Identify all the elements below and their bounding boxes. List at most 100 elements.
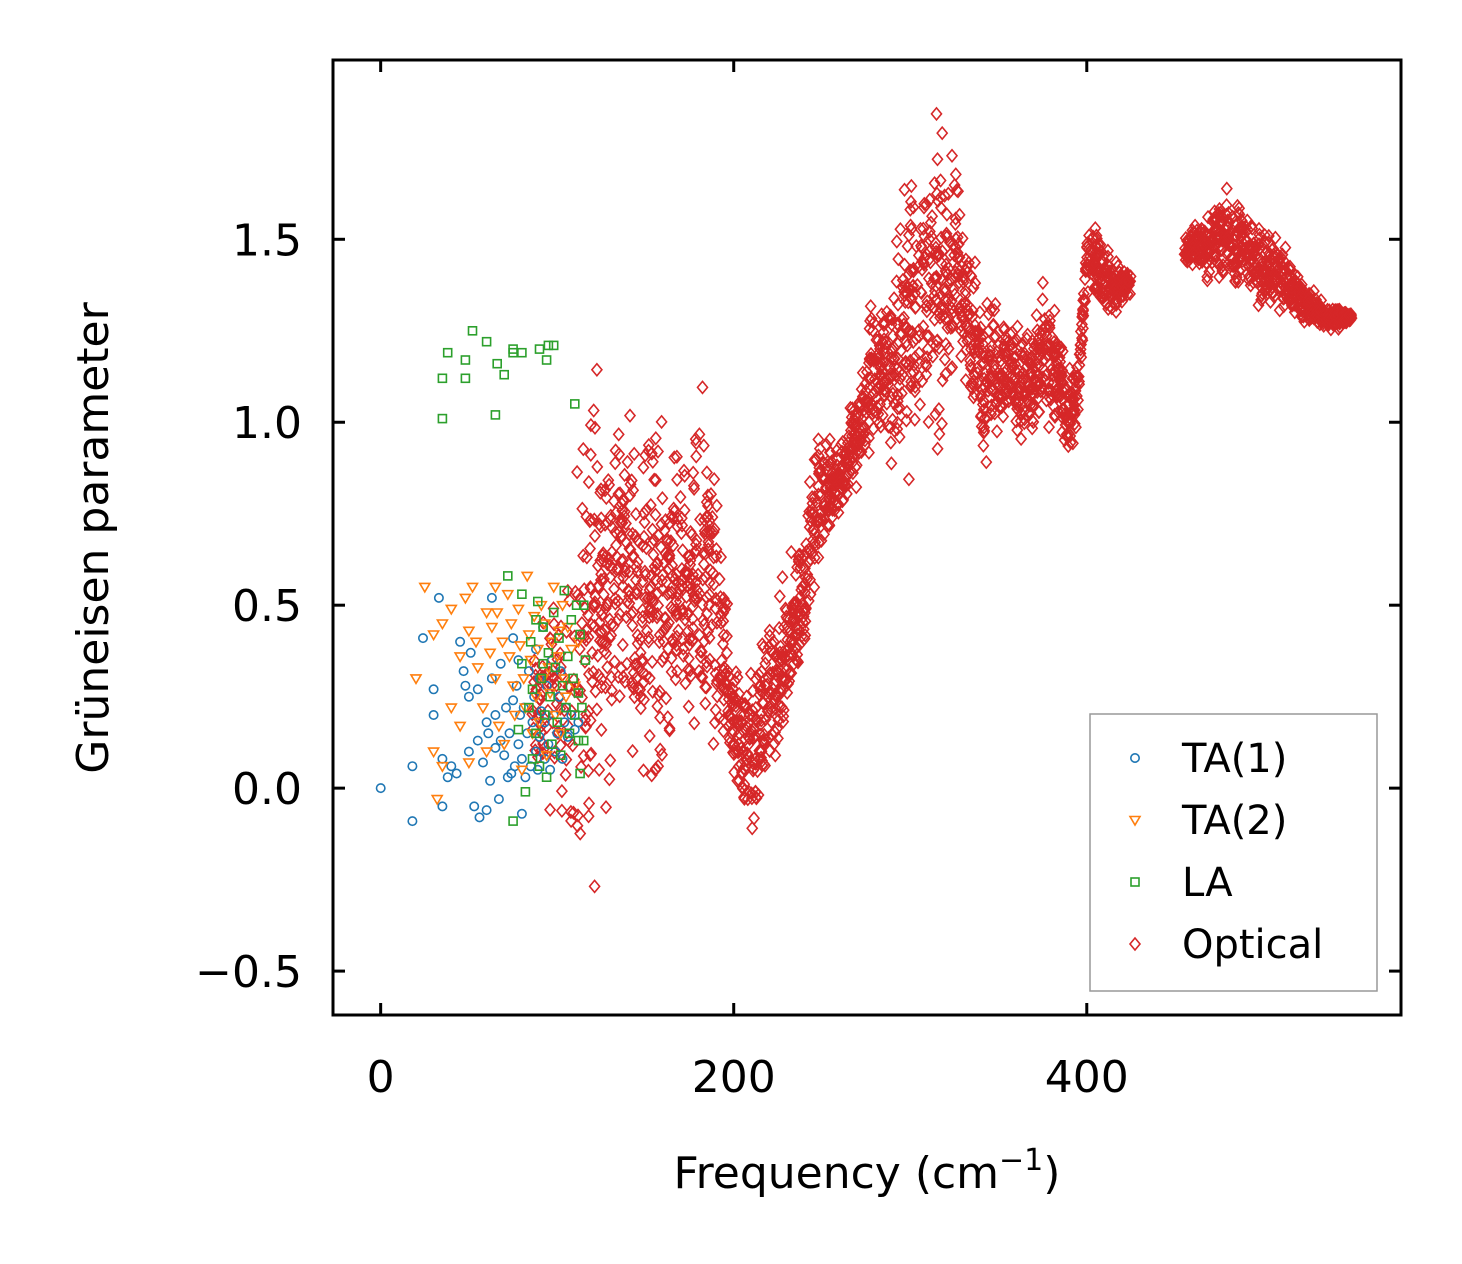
optical-point xyxy=(936,125,949,141)
optical-point xyxy=(940,207,953,222)
optical-point xyxy=(687,478,700,493)
optical-point xyxy=(578,582,591,597)
optical-point xyxy=(900,404,913,420)
optical-point xyxy=(755,750,768,766)
legend-label: TA(1) xyxy=(1181,736,1287,782)
optical-point xyxy=(689,545,702,561)
optical-point xyxy=(706,509,719,525)
optical-point xyxy=(1257,276,1271,292)
optical-point xyxy=(864,299,877,314)
optical-point xyxy=(677,641,690,656)
optical-point xyxy=(980,454,993,470)
optical-point xyxy=(571,808,585,823)
optical-point xyxy=(601,659,614,675)
optical-point xyxy=(764,702,777,717)
optical-point xyxy=(1262,228,1275,244)
ta1-point xyxy=(499,750,510,761)
optical-point xyxy=(684,668,697,683)
optical-point xyxy=(637,529,651,545)
optical-point xyxy=(824,445,837,461)
optical-point xyxy=(893,327,906,342)
optical-point xyxy=(697,438,710,453)
optical-point xyxy=(898,257,911,273)
optical-point xyxy=(915,285,928,301)
la-point xyxy=(578,600,589,611)
optical-point xyxy=(619,516,632,531)
optical-point xyxy=(682,699,695,714)
optical-point xyxy=(1038,326,1051,341)
optical-point xyxy=(555,783,568,799)
optical-point xyxy=(1201,269,1214,285)
optical-point xyxy=(577,441,590,457)
optical-point xyxy=(809,534,822,550)
optical-point xyxy=(905,374,918,390)
ta1-point xyxy=(451,768,462,779)
optical-point xyxy=(699,696,712,711)
la-point xyxy=(569,710,580,720)
optical-point xyxy=(694,649,707,664)
la-point xyxy=(557,680,568,691)
optical-point xyxy=(926,349,939,364)
optical-point xyxy=(941,292,954,308)
optical-point xyxy=(649,430,662,446)
optical-point xyxy=(951,184,965,199)
ta1-point xyxy=(407,816,418,827)
optical-point xyxy=(756,695,769,710)
optical-point xyxy=(931,151,944,167)
optical-point xyxy=(935,416,948,432)
optical-point xyxy=(755,664,768,680)
optical-point xyxy=(877,317,890,333)
optical-point xyxy=(1075,350,1088,365)
optical-point xyxy=(754,743,767,758)
optical-point xyxy=(1055,340,1068,355)
optical-point xyxy=(530,681,543,697)
optical-point xyxy=(900,413,913,428)
optical-point xyxy=(1053,361,1066,377)
optical-point xyxy=(1056,383,1069,398)
optical-point xyxy=(985,364,998,380)
optical-point xyxy=(969,324,982,339)
legend-items: TA(1) TA(2) LA Optical xyxy=(1128,736,1323,968)
optical-point xyxy=(1062,438,1075,454)
optical-point xyxy=(588,618,601,634)
la-point xyxy=(539,710,550,720)
optical-point xyxy=(1285,280,1298,295)
optical-point xyxy=(1343,308,1356,323)
optical-point xyxy=(609,455,622,471)
optical-point xyxy=(629,572,643,588)
optical-point xyxy=(710,673,724,689)
optical-point xyxy=(812,550,825,565)
optical-point xyxy=(677,463,691,478)
optical-point xyxy=(884,435,897,450)
optical-point xyxy=(634,645,647,661)
optical-point xyxy=(717,605,730,621)
optical-point xyxy=(949,216,962,232)
optical-point xyxy=(1078,271,1092,287)
optical-point xyxy=(1043,357,1056,372)
ta2-point xyxy=(444,604,458,616)
la-point xyxy=(502,571,513,581)
optical-point xyxy=(920,358,933,373)
optical-point xyxy=(694,643,707,659)
ta2-point xyxy=(504,619,518,631)
optical-point xyxy=(588,879,601,894)
optical-point xyxy=(653,634,666,650)
ta1-point xyxy=(472,735,483,746)
ta2-point xyxy=(522,630,536,642)
optical-point xyxy=(966,303,979,318)
optical-point xyxy=(939,336,952,352)
optical-point xyxy=(617,579,630,594)
optical-point xyxy=(660,690,673,706)
optical-point xyxy=(892,251,905,267)
la-point xyxy=(538,622,548,632)
optical-point xyxy=(964,353,977,368)
optical-point xyxy=(947,282,960,298)
ta1-point xyxy=(483,728,494,739)
optical-point xyxy=(748,751,762,767)
ta2-point xyxy=(462,758,476,770)
optical-point xyxy=(879,375,892,391)
optical-point xyxy=(584,713,597,728)
optical-point xyxy=(693,627,706,643)
optical-point xyxy=(590,362,603,377)
